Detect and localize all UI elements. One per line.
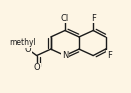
Text: O: O	[24, 45, 31, 54]
Text: F: F	[91, 14, 96, 23]
Text: methyl: methyl	[9, 38, 36, 47]
Text: F: F	[107, 51, 111, 60]
Text: N: N	[62, 51, 68, 60]
Text: O: O	[33, 63, 40, 72]
Text: Cl: Cl	[61, 14, 69, 23]
